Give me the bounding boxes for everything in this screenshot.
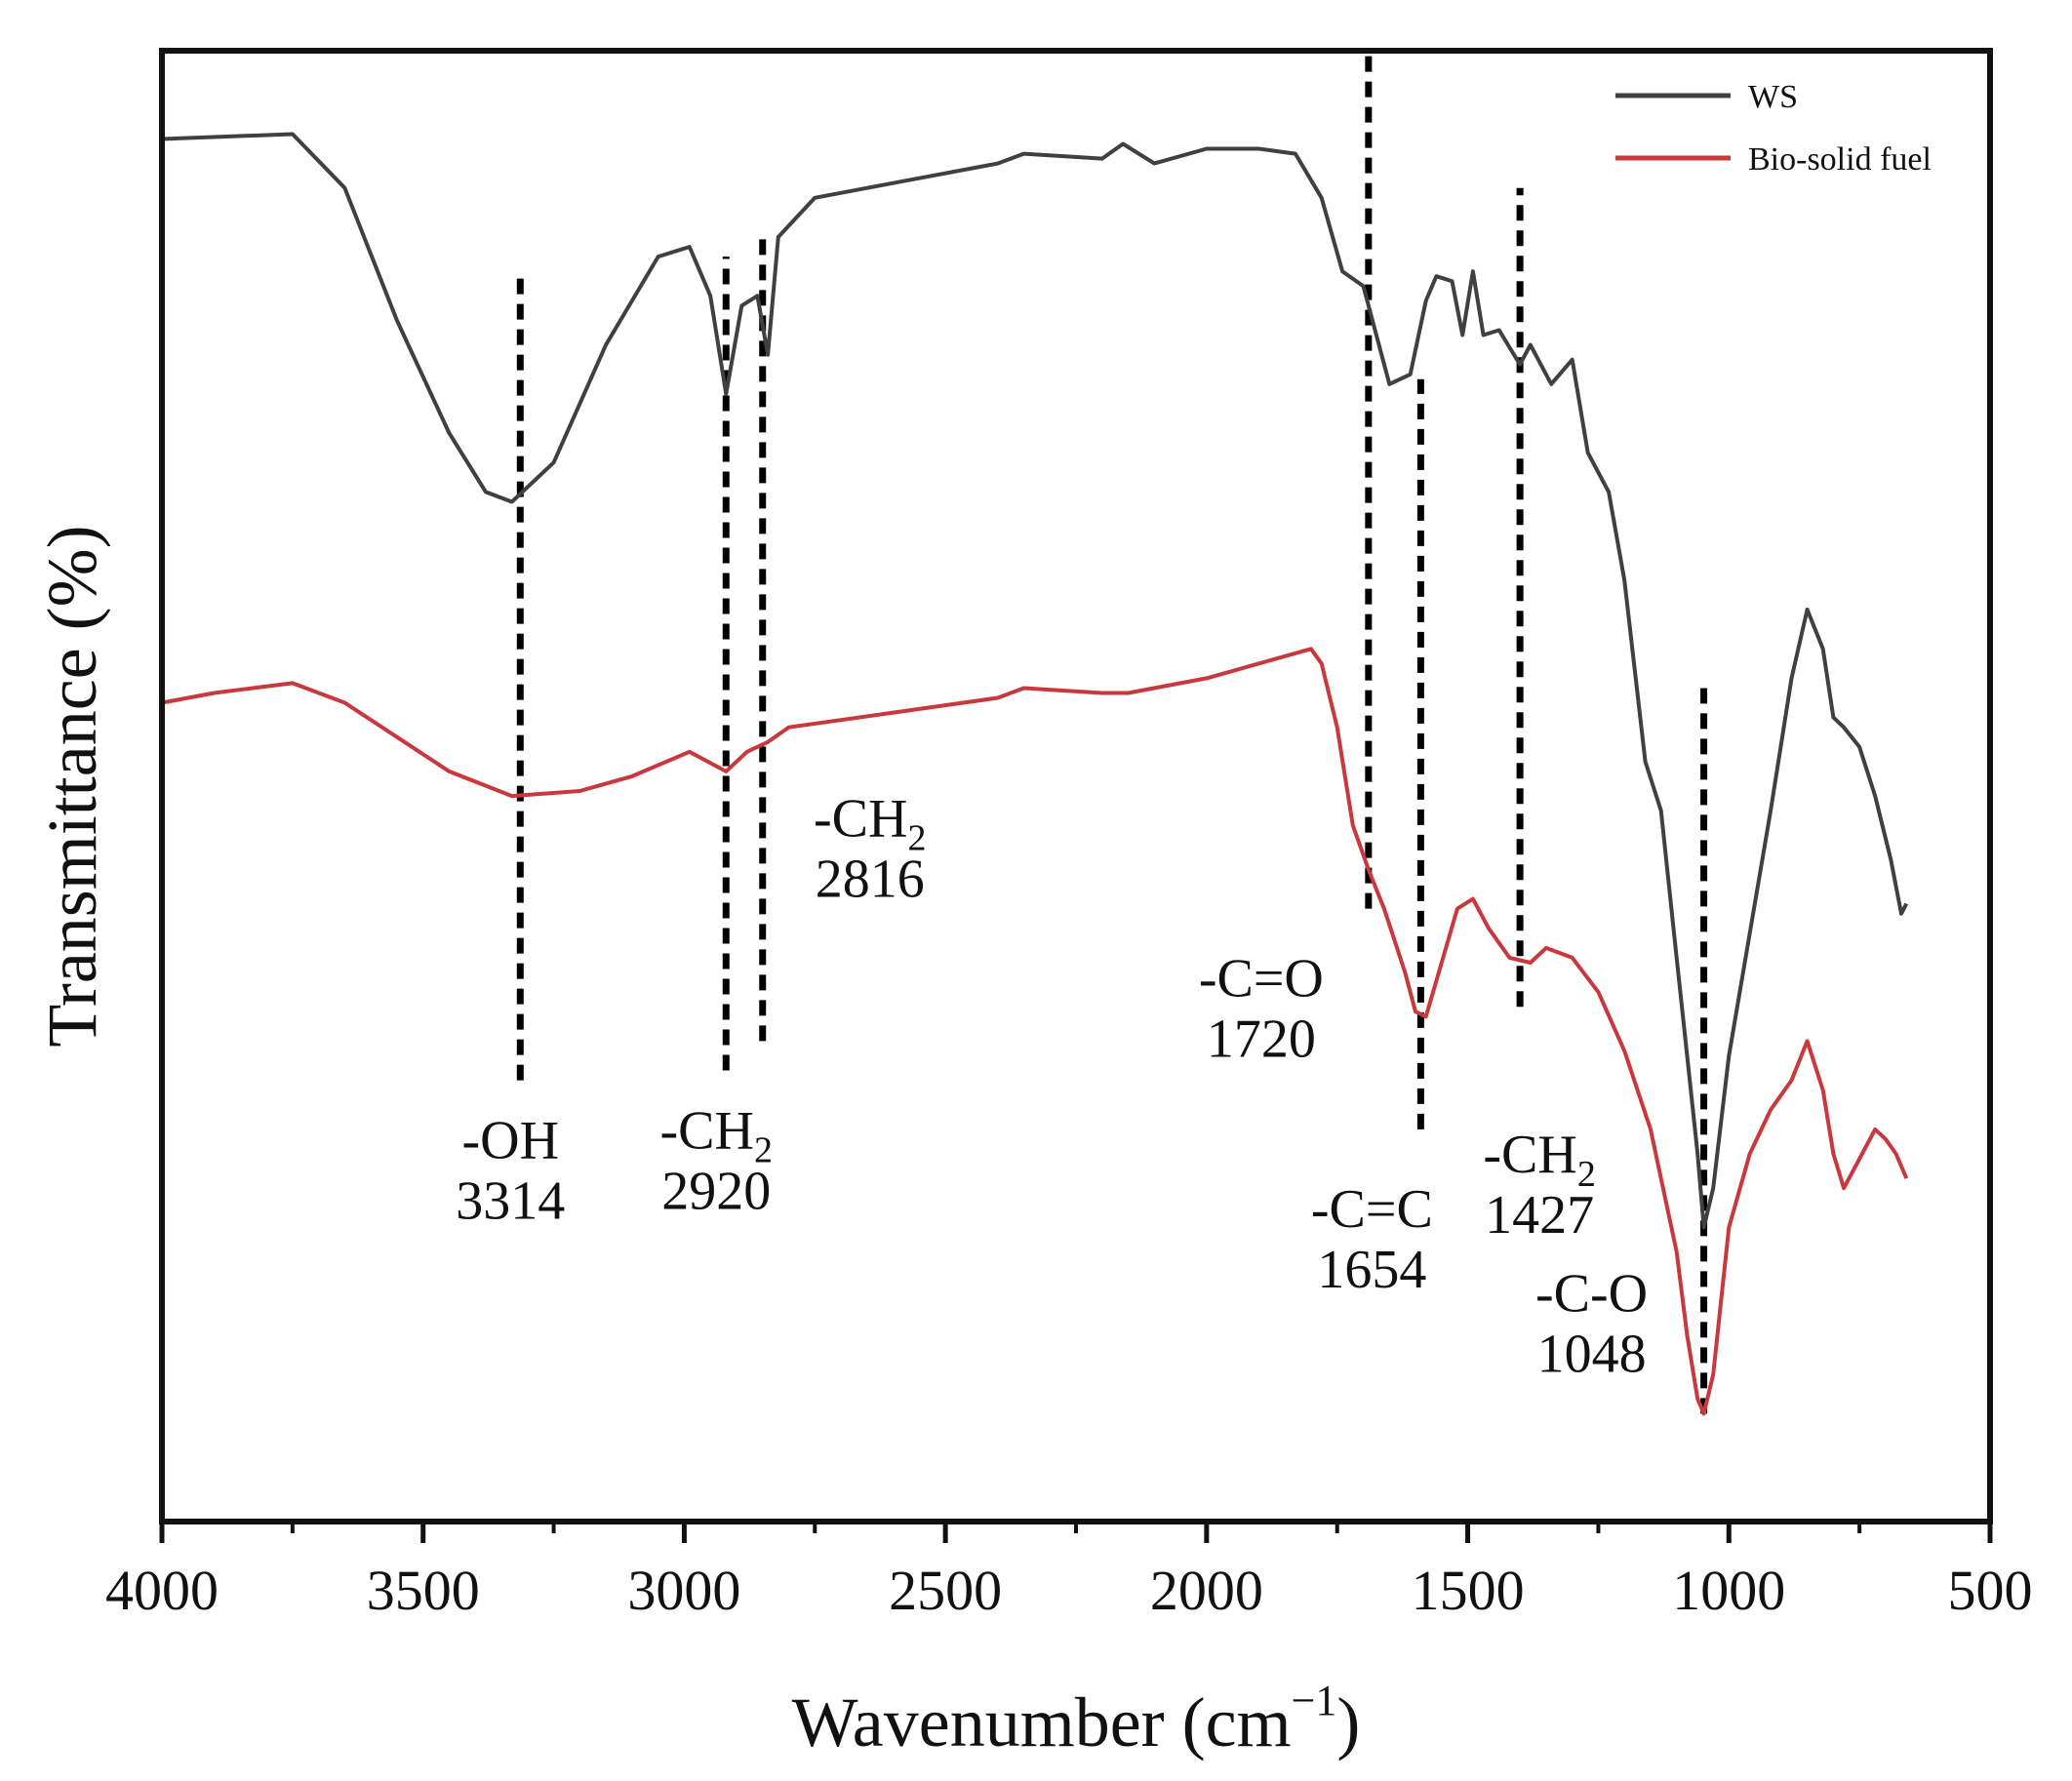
x-axis-ticks: 4000 3500 3000 2500 2000 1500 1000 500 [105, 1522, 2033, 1622]
peak-wavenumber-label: 3314 [456, 1171, 565, 1232]
series-lines [161, 132, 1909, 1416]
peak-wavenumber-label: 1048 [1537, 1324, 1647, 1384]
x-tick-label-3500: 3500 [367, 1559, 480, 1622]
x-tick-label-1500: 1500 [1412, 1559, 1525, 1622]
peak-group-label: -C=C [1311, 1179, 1433, 1240]
peak-group-subscript: 2 [754, 1130, 773, 1171]
peak-group-label: -CH2 [660, 1101, 773, 1171]
x-tick-label-2000: 2000 [1150, 1559, 1263, 1622]
x-tick-label-2500: 2500 [889, 1559, 1002, 1622]
y-axis-title: Transmittance (%) [33, 525, 111, 1047]
peak-annotations: -OH3314-CH22920-CH22816-C=O1720-C=C1654-… [456, 788, 1648, 1384]
plot-frame [159, 48, 1993, 1524]
x-tick-label-4000: 4000 [105, 1559, 219, 1622]
peak-group-label: -C=O [1199, 949, 1324, 1009]
x-axis-title-close: ) [1336, 1683, 1360, 1761]
x-tick-label-1000: 1000 [1672, 1559, 1785, 1622]
peak-wavenumber-label: 1720 [1207, 1009, 1316, 1070]
peak-wavenumber-label: 1654 [1317, 1240, 1426, 1300]
x-tick-label-500: 500 [1948, 1559, 2033, 1622]
peak-wavenumber-label: 2920 [661, 1162, 771, 1222]
legend-label-ws: WS [1748, 79, 1798, 115]
legend-label-bio-solid-fuel: Bio-solid fuel [1748, 141, 1932, 178]
peak-wavenumber-label: 2816 [816, 849, 925, 909]
peak-group-label: -CH2 [1483, 1125, 1595, 1195]
peak-group-subscript: 2 [1577, 1154, 1596, 1195]
peak-group-label: -OH [462, 1111, 560, 1171]
peak-group-label: -CH2 [814, 788, 926, 858]
peak-guides [516, 51, 1708, 1414]
x-axis-title: Wavenumber (cm−1) [792, 1677, 1361, 1761]
series-line-bio-solid-fuel [161, 647, 1909, 1416]
legend: WS Bio-solid fuel [1615, 79, 1932, 178]
peak-group-subscript: 2 [907, 817, 926, 858]
x-axis-title-sup: −1 [1292, 1677, 1337, 1724]
peak-wavenumber-label: 1427 [1485, 1185, 1594, 1246]
x-axis-title-main: Wavenumber (cm [792, 1683, 1292, 1761]
peak-group-label: -C-O [1535, 1263, 1648, 1324]
x-tick-label-3000: 3000 [627, 1559, 740, 1622]
series-line-ws [161, 132, 1909, 1230]
